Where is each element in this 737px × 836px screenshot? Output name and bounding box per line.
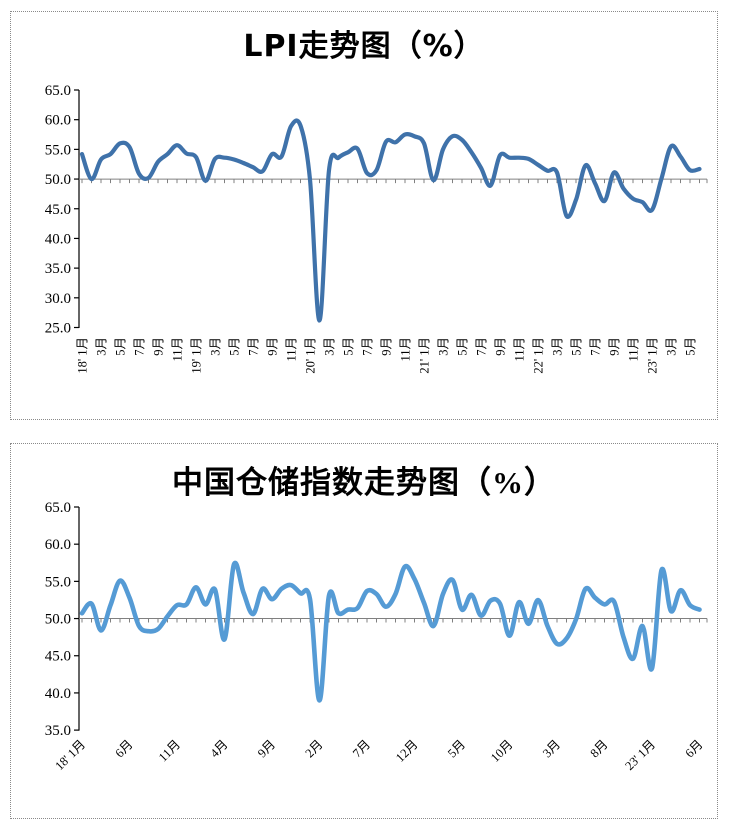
x-tick-label: 5月: [684, 337, 698, 356]
x-tick-label: 3月: [209, 337, 223, 356]
x-tick-label: 11月: [156, 737, 183, 764]
y-tick-label: 55.0: [45, 574, 71, 590]
x-tick-label: 6月: [682, 737, 705, 760]
y-tick-label: 65.0: [45, 83, 71, 99]
x-tick-label: 5月: [570, 337, 584, 356]
lpi-trend-line: [79, 118, 702, 323]
y-tick-label: 25.0: [45, 321, 71, 337]
x-tick-label: 3月: [437, 337, 451, 356]
x-tick-label: 7月: [350, 737, 373, 760]
y-tick-label: 50.0: [45, 612, 71, 628]
x-tick-label: 3月: [551, 337, 565, 356]
x-tick-label: 7月: [475, 337, 489, 356]
x-axis-labels: 18' 1月 6月 11月 4月 9月 2月 7月 12月 5月 10月 3月 8月 23' 1月 6月: [52, 737, 705, 773]
y-tick-label: 35.0: [45, 261, 71, 277]
x-tick-label: 6月: [112, 737, 135, 760]
x-tick-label: 3月: [665, 337, 679, 356]
x-tick-label: 7月: [361, 337, 375, 356]
y-tick-label: 55.0: [45, 142, 71, 158]
x-tick-label: 3月: [323, 337, 337, 356]
x-tick-label: 20' 1月: [304, 337, 318, 374]
x-axis-labels: 18' 1月 3月 5月 7月 9月 11月 19' 1月 3月 5月 7月 9月 11月 20' 1月…: [76, 337, 698, 374]
y-tick-label: 60.0: [45, 537, 71, 553]
x-tick-label: 8月: [587, 737, 610, 760]
warehousing-index-trend-line: [79, 560, 702, 703]
x-tick-label: 11月: [399, 337, 413, 362]
y-tick-label: 45.0: [45, 649, 71, 665]
lpi-chart-panel: LPI走势图（%） 65.0 60.0 55.0 50.0 45.0 40.0 35.0 30…: [10, 11, 718, 420]
x-tick-label: 7月: [133, 337, 147, 356]
lpi-chart-plot: 65.0 60.0 55.0 50.0 45.0 40.0 35.0 30.0 25.0 18' …: [45, 83, 708, 374]
x-tick-label: 9月: [608, 337, 622, 356]
y-tick-label: 65.0: [45, 500, 71, 516]
x-ticks: [81, 618, 708, 623]
x-tick-label: 11月: [513, 337, 527, 362]
y-tick-label: 30.0: [45, 291, 71, 307]
x-tick-label: 5月: [342, 337, 356, 356]
x-tick-label: 11月: [285, 337, 299, 362]
x-tick-label: 5月: [445, 737, 468, 760]
x-tick-label: 22' 1月: [532, 337, 546, 374]
x-tick-label: 10月: [488, 737, 516, 765]
x-tick-label: 9月: [152, 337, 166, 356]
x-tick-label: 9月: [266, 337, 280, 356]
x-tick-label: 3月: [95, 337, 109, 356]
x-tick-label: 9月: [255, 737, 278, 760]
warehousing-chart-plot: 65.0 60.0 55.0 50.0 45.0 40.0 35.018' 1月 6月 11月 4…: [45, 500, 708, 773]
x-tick-label: 21' 1月: [418, 337, 432, 374]
x-tick-label: 23' 1月: [646, 337, 660, 374]
y-tick-label: 35.0: [45, 723, 71, 739]
y-tick-label: 40.0: [45, 231, 71, 247]
x-tick-label: 18' 1月: [52, 737, 88, 773]
x-tick-label: 9月: [494, 337, 508, 356]
y-tick-label: 40.0: [45, 686, 71, 702]
x-tick-label: 5月: [456, 337, 470, 356]
x-tick-label: 2月: [302, 737, 325, 760]
x-tick-label: 5月: [228, 337, 242, 356]
y-tick-label: 50.0: [45, 172, 71, 188]
x-tick-label: 23' 1月: [622, 737, 658, 773]
x-tick-label: 4月: [207, 737, 230, 760]
warehousing-chart-panel: 中国仓储指数走势图（%） 65.0 60.0 55.0 50.0 45.0 40.0 35.…: [10, 443, 718, 819]
x-tick-label: 9月: [380, 337, 394, 356]
y-axis-ticks-and-labels: 65.0 60.0 55.0 50.0 45.0 40.0 35.0 30.0 25.0: [45, 83, 79, 337]
x-ticks: [81, 179, 708, 184]
lpi-chart-title: LPI走势图（%）: [243, 29, 485, 64]
x-tick-label: 3月: [540, 737, 563, 760]
y-tick-label: 45.0: [45, 202, 71, 218]
x-tick-label: 12月: [393, 737, 421, 765]
y-tick-label: 60.0: [45, 113, 71, 129]
x-tick-label: 7月: [247, 337, 261, 356]
x-tick-label: 5月: [114, 337, 128, 356]
x-tick-label: 11月: [627, 337, 641, 362]
warehousing-chart-title: 中国仓储指数走势图（%）: [172, 465, 556, 500]
x-tick-label: 7月: [589, 337, 603, 356]
y-axis-ticks-and-labels: 65.0 60.0 55.0 50.0 45.0 40.0 35.0: [45, 500, 79, 739]
x-tick-label: 18' 1月: [76, 337, 90, 374]
x-tick-label: 11月: [171, 337, 185, 362]
x-tick-label: 19' 1月: [190, 337, 204, 374]
